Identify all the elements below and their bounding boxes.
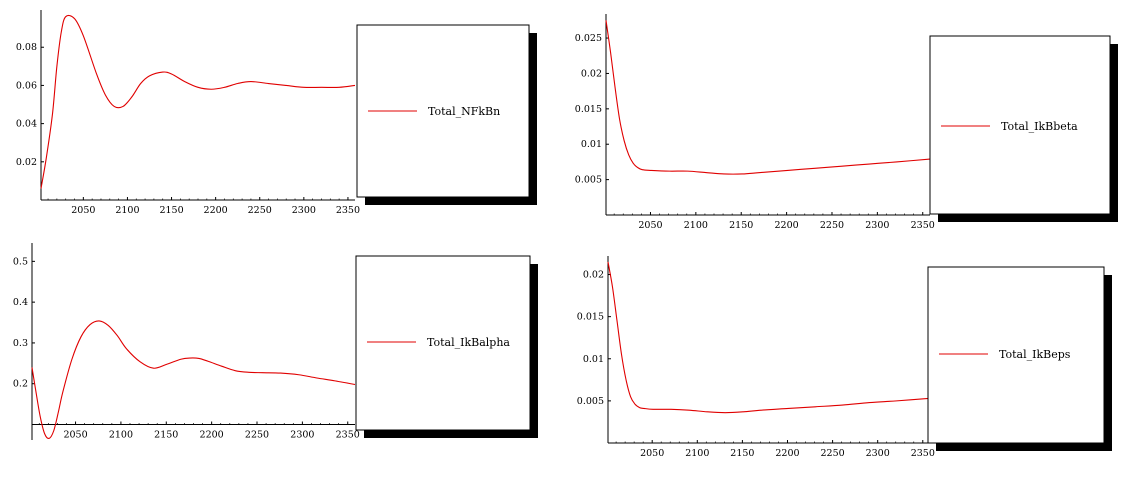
series-line-total-ikbbeta — [605, 20, 931, 175]
x-tick-label: 2150 — [154, 430, 178, 441]
legend-frame — [927, 266, 1105, 444]
x-tick-label: 2100 — [685, 448, 709, 459]
x-tick-label: 2050 — [638, 220, 662, 231]
series-line-total-ikbalpha — [31, 320, 356, 440]
x-tick-label: 2050 — [71, 205, 95, 216]
legend-label: Total_NFkBn — [428, 105, 500, 118]
legend-box: Total_IkBbeta — [929, 35, 1118, 222]
y-tick-label: 0.04 — [16, 119, 37, 130]
legend-box: Total_IkBeps — [927, 266, 1112, 451]
y-tick-label: 0.2 — [13, 379, 28, 390]
chart-panel-3: 2050 2100 2150 2200 2250 2300 2350 0.2 0.3 0.4 0.5… — [13, 243, 538, 441]
y-tick-label: 0.005 — [575, 175, 602, 186]
y-tick-label: 0.01 — [581, 139, 602, 150]
legend-box: Total_NFkBn — [356, 24, 537, 205]
y-tick-label: 0.3 — [13, 338, 28, 349]
series-line-total-ikbeps — [607, 261, 931, 414]
legend-label: Total_IkBeps — [999, 348, 1071, 361]
y-tick-label: 0.025 — [575, 33, 602, 44]
x-tick-label: 2250 — [820, 220, 844, 231]
x-tick-label: 2350 — [911, 448, 935, 459]
x-tick-label: 2200 — [775, 220, 799, 231]
x-tick-label: 2200 — [204, 205, 228, 216]
legend-box: Total_IkBalpha — [355, 255, 538, 438]
y-tick-label: 0.015 — [577, 312, 604, 323]
x-tick-label: 2300 — [866, 448, 890, 459]
x-tick-label: 2250 — [245, 430, 269, 441]
x-tick-label: 2350 — [336, 205, 360, 216]
y-tick-label: 0.005 — [577, 396, 604, 407]
legend-label: Total_IkBbeta — [1001, 120, 1078, 133]
y-tick-label: 0.06 — [16, 80, 37, 91]
x-tick-label: 2100 — [109, 430, 133, 441]
x-tick-label: 2150 — [729, 220, 753, 231]
x-tick-label: 2100 — [684, 220, 708, 231]
y-tick-label: 0.02 — [16, 157, 37, 168]
x-tick-label: 2350 — [911, 220, 935, 231]
y-tick-label: 0.5 — [13, 256, 28, 267]
x-tick-label: 2200 — [200, 430, 224, 441]
y-tick-label: 0.02 — [583, 270, 604, 281]
chart-panel-4: 2050 2100 2150 2200 2250 2300 2350 0.005 0.01 0.0… — [577, 256, 1112, 459]
x-tick-label: 2200 — [775, 448, 799, 459]
x-tick-label: 2150 — [159, 205, 183, 216]
chart-panel-2: 2050 2100 2150 2200 2250 2300 2350 0.005 0.01 0.0… — [575, 14, 1118, 231]
x-tick-label: 2050 — [63, 430, 87, 441]
x-tick-label: 2300 — [290, 430, 314, 441]
y-tick-label: 0.02 — [581, 68, 602, 79]
x-tick-label: 2050 — [640, 448, 664, 459]
x-tick-label: 2100 — [115, 205, 139, 216]
x-tick-label: 2250 — [820, 448, 844, 459]
legend-frame — [929, 35, 1111, 215]
x-tick-label: 2300 — [865, 220, 889, 231]
y-tick-label: 0.4 — [13, 297, 28, 308]
series-line-total-nfkbn — [40, 14, 356, 189]
y-tick-label: 0.08 — [16, 42, 37, 53]
x-tick-label: 2350 — [336, 430, 360, 441]
x-tick-label: 2300 — [292, 205, 316, 216]
legend-label: Total_IkBalpha — [427, 336, 510, 349]
chart-panel-1: 2050 2100 2150 2200 2250 2300 2350 0.02 0.04 0.06… — [16, 10, 537, 216]
legend-frame — [355, 255, 531, 431]
x-tick-label: 2150 — [730, 448, 754, 459]
y-tick-label: 0.015 — [575, 104, 602, 115]
y-tick-label: 0.01 — [583, 354, 604, 365]
x-tick-label: 2250 — [248, 205, 272, 216]
